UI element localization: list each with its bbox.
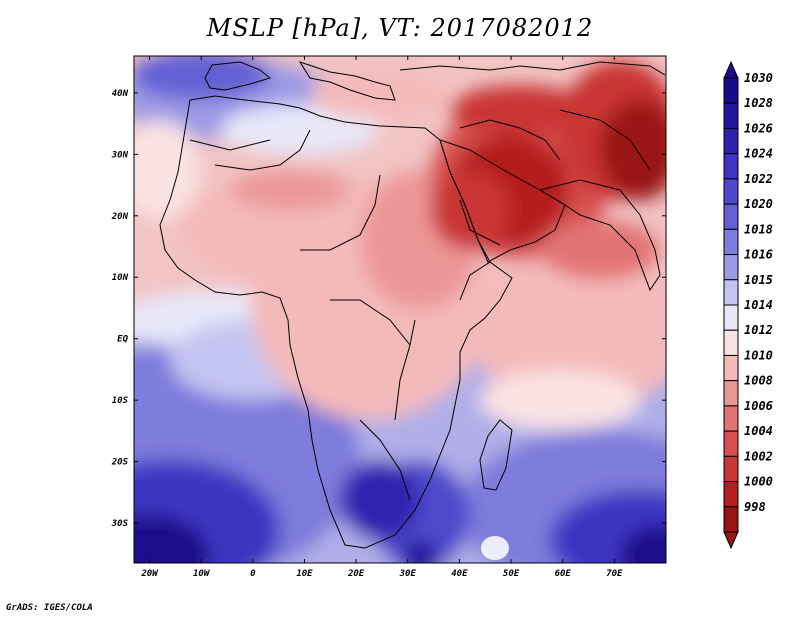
colorbar-label: 1008 [744,374,773,388]
colorbar-swatch [723,506,739,533]
colorbar-swatch [723,354,739,382]
latitude-axis: 40N 30N 20N 10N EQ 10S 20S 30S [111,89,666,529]
colorbar-label: 1024 [744,147,773,161]
map-title: MSLP [hPa], VT: 2017082012 [206,14,594,42]
colorbar-label: 1016 [744,248,773,262]
lon-tick-label: 10W [193,569,211,579]
lat-tick-label: 40N [112,89,129,99]
colorbar-swatch [723,430,739,457]
lat-tick-label: 20N [111,212,129,222]
lon-tick-label: 60E [555,569,572,579]
colorbar-label: 1022 [744,172,773,186]
lon-tick-label: 40E [451,569,468,579]
colorbar-label: 1020 [744,197,773,211]
plot-frame [133,55,667,564]
colorbar-swatch [723,203,739,230]
lon-tick-label: 10E [296,569,313,579]
colorbar-swatch [723,102,739,129]
lat-tick-label: 10S [112,396,129,406]
pressure-field [134,56,666,563]
lat-tick-label: EQ [117,335,128,345]
longitude-axis: 20W 10W 0 10E 20E 30E 40E 50E 60E 70E [140,56,623,579]
colorbar-swatch [723,228,739,256]
colorbar-label: 1004 [744,424,773,438]
coastlines [159,61,666,549]
colorbar-swatch [723,127,739,155]
colorbar-top-arrow [723,60,739,79]
lon-tick-label: 20E [347,569,365,579]
colorbar-swatch [723,455,739,483]
colorbar-label: 1018 [744,222,773,236]
colorbar-label: 1030 [744,71,773,85]
colorbar-swatch [723,77,739,104]
lat-tick-label: 10N [112,273,129,283]
lat-tick-label: 20S [111,458,129,468]
colorbar-swatch [723,279,739,306]
colorbar: 1030 1028 1026 1024 1022 1020 1018 1016 1015 1014… [723,60,773,550]
colorbar-label: 998 [744,500,766,514]
colorbar-label: 1014 [744,298,773,312]
lon-tick-label: 70E [606,569,623,579]
colorbar-bottom-arrow [723,531,739,550]
colorbar-label: 1000 [744,475,773,489]
colorbar-swatch [723,153,739,180]
lon-tick-label: 20W [140,569,159,579]
colorbar-swatch [723,329,739,356]
colorbar-label: 1006 [744,399,773,413]
colorbar-swatch [723,380,739,407]
colorbar-label: 1028 [744,96,773,110]
lon-tick-label: 0 [250,569,256,579]
colorbar-swatch [723,254,739,281]
colorbar-label: 1002 [744,449,773,463]
lat-tick-label: 30S [111,519,129,529]
colorbar-swatch [723,405,739,432]
lat-tick-label: 30N [111,150,129,160]
lon-tick-label: 30E [399,569,417,579]
grads-credit: GrADS: IGES/COLA [6,603,93,613]
colorbar-label: 1026 [744,121,773,135]
colorbar-swatch [723,481,739,508]
colorbar-label: 1010 [744,348,773,362]
colorbar-label: 1012 [744,323,773,337]
colorbar-label: 1015 [744,273,773,287]
colorbar-swatch [723,304,739,331]
lon-tick-label: 50E [503,569,520,579]
colorbar-swatch [723,178,739,205]
